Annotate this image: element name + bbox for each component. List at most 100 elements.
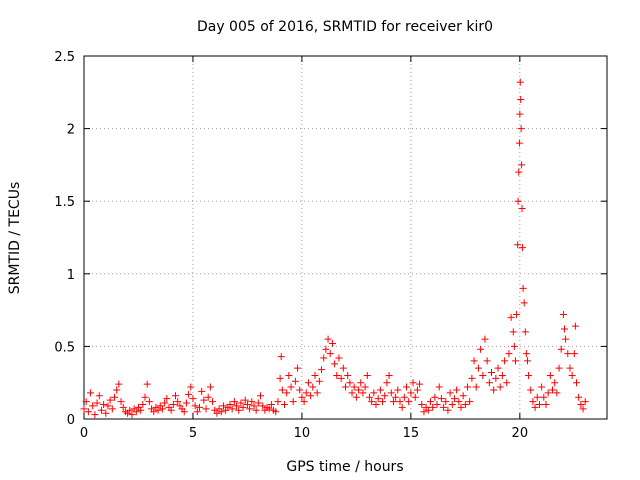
data-point bbox=[337, 374, 345, 382]
data-point bbox=[492, 374, 500, 382]
data-point bbox=[551, 379, 559, 387]
data-point bbox=[311, 371, 319, 379]
data-point bbox=[368, 398, 376, 406]
data-point bbox=[431, 393, 439, 401]
data-point bbox=[464, 383, 472, 391]
data-point bbox=[278, 386, 286, 394]
data-point bbox=[272, 408, 280, 416]
data-point bbox=[557, 345, 565, 353]
data-point bbox=[400, 393, 408, 401]
data-point bbox=[542, 400, 550, 408]
data-point bbox=[444, 406, 452, 414]
data-point bbox=[87, 389, 95, 397]
data-point bbox=[182, 399, 190, 407]
data-point bbox=[254, 399, 262, 407]
data-point bbox=[562, 335, 570, 343]
data-point bbox=[407, 389, 415, 397]
data-point bbox=[291, 377, 299, 385]
data-point bbox=[518, 161, 526, 169]
data-point bbox=[172, 392, 180, 400]
data-point bbox=[143, 380, 151, 388]
data-point bbox=[137, 406, 145, 414]
data-point bbox=[398, 403, 406, 411]
data-point bbox=[505, 350, 513, 358]
data-point bbox=[289, 398, 297, 406]
data-point bbox=[141, 393, 149, 401]
data-point bbox=[424, 406, 432, 414]
data-point bbox=[527, 386, 535, 394]
data-point bbox=[158, 405, 166, 413]
data-point bbox=[418, 400, 426, 408]
data-point bbox=[357, 379, 365, 387]
data-point bbox=[376, 386, 384, 394]
data-point bbox=[217, 408, 225, 416]
data-point bbox=[326, 350, 334, 358]
data-point bbox=[108, 405, 116, 413]
data-point bbox=[333, 371, 341, 379]
data-point bbox=[180, 408, 188, 416]
data-point bbox=[511, 357, 519, 365]
data-point bbox=[577, 400, 585, 408]
data-point bbox=[283, 389, 291, 397]
data-point bbox=[294, 364, 302, 372]
data-point bbox=[518, 244, 526, 252]
data-point bbox=[150, 408, 158, 416]
data-point bbox=[280, 400, 288, 408]
data-point bbox=[429, 403, 437, 411]
data-point bbox=[219, 402, 227, 410]
data-point bbox=[339, 364, 347, 372]
data-point bbox=[396, 398, 404, 406]
data-point bbox=[446, 389, 454, 397]
data-point bbox=[250, 402, 258, 410]
data-point bbox=[522, 350, 530, 358]
data-point bbox=[348, 389, 356, 397]
data-point bbox=[437, 395, 445, 403]
data-point bbox=[514, 241, 522, 249]
data-point bbox=[435, 383, 443, 391]
data-point bbox=[100, 400, 108, 408]
y-tick-label: 0.5 bbox=[54, 340, 75, 355]
data-point bbox=[517, 96, 525, 104]
data-point bbox=[503, 379, 511, 387]
data-point bbox=[267, 400, 275, 408]
data-point bbox=[154, 406, 162, 414]
data-point bbox=[359, 389, 367, 397]
data-point bbox=[102, 409, 110, 417]
data-point bbox=[287, 383, 295, 391]
data-point bbox=[361, 383, 369, 391]
data-point bbox=[485, 379, 493, 387]
data-point bbox=[535, 400, 543, 408]
data-point bbox=[394, 386, 402, 394]
data-point bbox=[191, 402, 199, 410]
data-point bbox=[226, 400, 234, 408]
data-point bbox=[496, 383, 504, 391]
data-point bbox=[575, 393, 583, 401]
data-point bbox=[97, 406, 105, 414]
data-point bbox=[145, 398, 153, 406]
data-point bbox=[564, 350, 572, 358]
data-point bbox=[228, 405, 236, 413]
data-point bbox=[296, 386, 304, 394]
data-point bbox=[363, 371, 371, 379]
data-point bbox=[265, 405, 273, 413]
data-point bbox=[426, 398, 434, 406]
data-point bbox=[198, 387, 206, 395]
data-point bbox=[241, 396, 249, 404]
axis-ticks bbox=[83, 55, 607, 420]
data-point bbox=[385, 371, 393, 379]
data-point bbox=[309, 383, 317, 391]
data-point bbox=[483, 357, 491, 365]
data-point bbox=[174, 398, 182, 406]
data-point bbox=[189, 395, 197, 403]
data-point bbox=[405, 398, 413, 406]
data-point bbox=[115, 380, 123, 388]
data-point bbox=[490, 386, 498, 394]
data-point bbox=[104, 402, 112, 410]
data-point bbox=[549, 386, 557, 394]
data-point bbox=[521, 328, 529, 336]
data-point bbox=[195, 403, 203, 411]
plot-frame bbox=[83, 55, 608, 420]
data-point bbox=[204, 393, 212, 401]
data-point bbox=[163, 395, 171, 403]
